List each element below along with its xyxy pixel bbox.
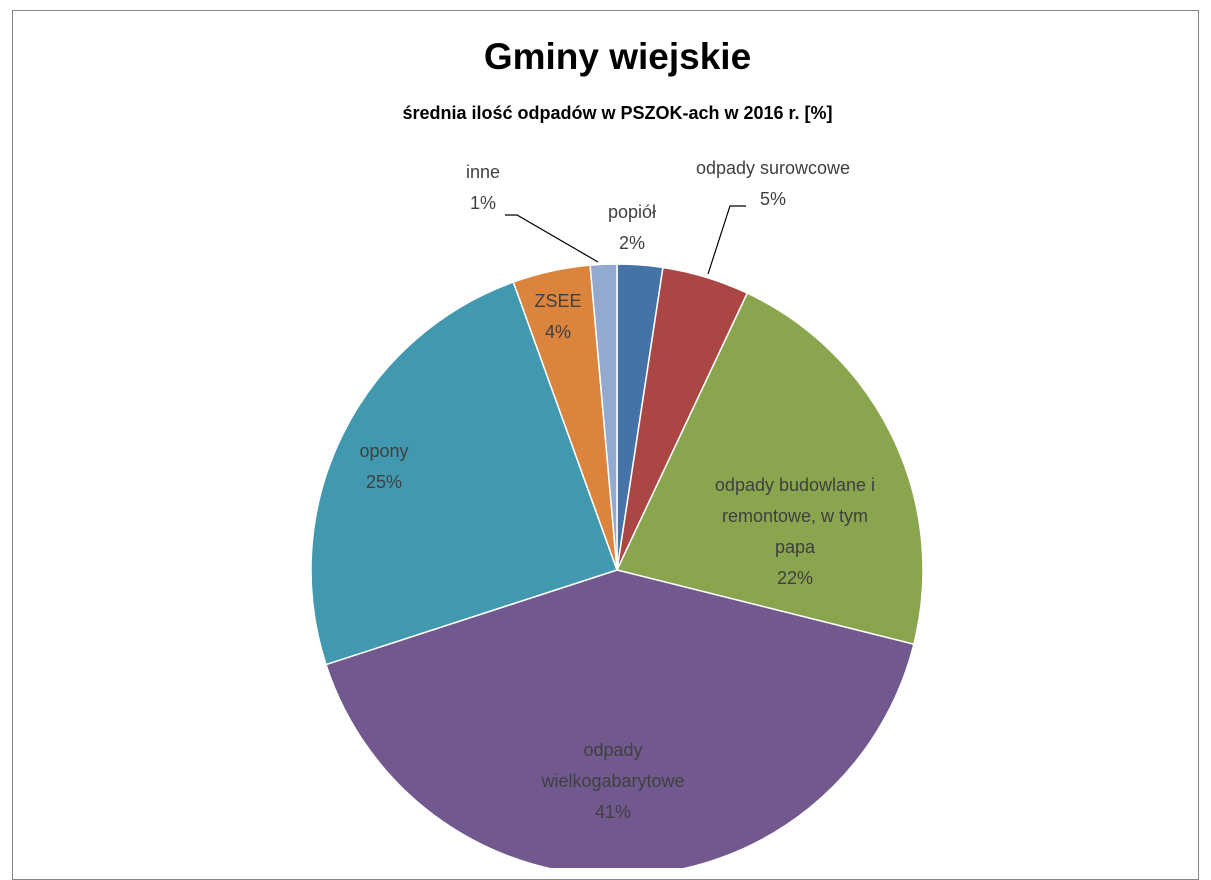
pie-slices — [310, 263, 924, 868]
leader-line-odpady-surowcowe — [707, 205, 746, 275]
chart-title: Gminy wiejskie — [483, 36, 752, 77]
pie-slice-4 — [325, 569, 915, 868]
slice-label-3: odpady budowlane i remontowe, w tym papa 22… — [715, 475, 875, 588]
pie-slice-5 — [310, 281, 618, 666]
slice-label-4: odpady wielkogabarytowe 41% — [540, 740, 684, 822]
slice-label-1: popiół 2% — [608, 202, 656, 253]
pie-slice-7 — [589, 263, 618, 571]
slice-label-5: opony 25% — [359, 441, 408, 492]
leader-lines — [505, 205, 746, 275]
slice-label-7: inne 1% — [466, 162, 500, 213]
slice-label-2: odpady surowcowe 5% — [696, 158, 850, 209]
chart-subtitle: średnia ilość odpadów w PSZOK-ach w 2016… — [402, 103, 833, 123]
leader-line-inne — [505, 214, 599, 263]
slice-label-6: ZSEE 4% — [534, 291, 581, 342]
slice-labels: popiół 2% odpady surowcowe 5% odpady budowla… — [359, 158, 875, 822]
pie-slice-3 — [615, 292, 924, 646]
